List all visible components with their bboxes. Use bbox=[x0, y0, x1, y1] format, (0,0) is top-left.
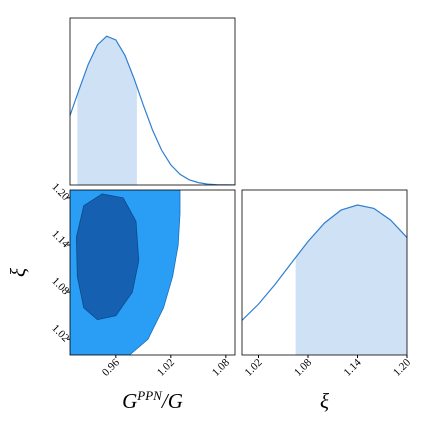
x-axis-label: GPPN/G bbox=[122, 388, 183, 413]
x-label-sup: PPN bbox=[136, 388, 163, 403]
density-curve bbox=[70, 35, 235, 185]
axes-frame bbox=[69, 189, 236, 356]
y-tick-label: 1.20 bbox=[49, 181, 71, 203]
credible-interval bbox=[295, 205, 407, 355]
y-axis-label: ξ bbox=[6, 268, 30, 277]
panel bbox=[242, 204, 407, 355]
x-tick-label: 1.14 bbox=[342, 356, 364, 378]
y-tick-label: 1.08 bbox=[49, 275, 71, 297]
x-tick-label: 1.02 bbox=[155, 357, 177, 379]
x-tick-label: 0.96 bbox=[100, 356, 122, 378]
y-tick-label: 1.02 bbox=[49, 322, 71, 344]
panel bbox=[70, 35, 235, 185]
x-label-base: G bbox=[122, 389, 137, 413]
x-axis-label: ξ bbox=[320, 389, 329, 413]
x-tick-label: 1.08 bbox=[292, 356, 314, 378]
x-label-rest: /G bbox=[161, 389, 183, 413]
axes-frame bbox=[241, 189, 408, 356]
contour-region bbox=[76, 193, 140, 321]
credible-interval bbox=[77, 36, 137, 185]
x-tick-label: 1.02 bbox=[243, 357, 265, 379]
x-tick-label: 1.08 bbox=[210, 356, 232, 378]
density-curve bbox=[242, 204, 407, 321]
panel bbox=[70, 190, 181, 355]
y-tick-label: 1.14 bbox=[49, 228, 71, 250]
x-tick-label: 1.20 bbox=[391, 356, 413, 378]
axes-frame bbox=[69, 17, 236, 186]
